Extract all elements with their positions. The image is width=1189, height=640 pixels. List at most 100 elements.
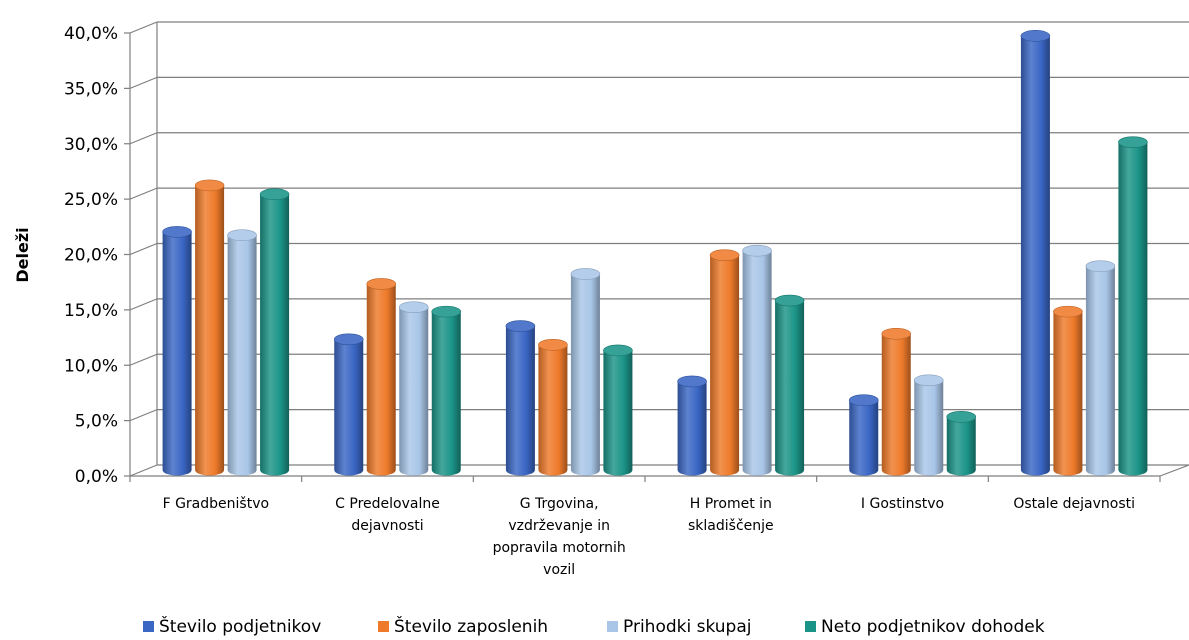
bar-top: [881, 327, 912, 340]
y-tick-label: 20,0%: [64, 246, 118, 266]
bar-top: [431, 305, 462, 318]
bar-body: [366, 283, 396, 476]
gridline-depth: [129, 132, 158, 145]
bar: [1020, 30, 1051, 476]
bar-body: [195, 185, 225, 476]
legend-item: Število zaposlenih: [378, 615, 548, 637]
bar: [913, 374, 944, 476]
x-tick-label: F Gradbeništvo: [163, 496, 269, 512]
bar-top: [1020, 30, 1051, 42]
bar-top: [570, 268, 601, 280]
gridline-depth: [129, 353, 158, 366]
bar: [1085, 260, 1116, 476]
bar: [742, 244, 772, 476]
gridline-depth: [129, 187, 158, 200]
bar-top: [1118, 136, 1148, 148]
bar: [709, 249, 740, 476]
bar-body: [603, 350, 633, 476]
bar: [162, 226, 192, 476]
y-tick-label: 15,0%: [64, 301, 118, 321]
x-tick-label: Ostale dejavnosti: [1013, 496, 1135, 512]
bar-body: [1085, 266, 1115, 476]
bar-body: [334, 339, 364, 476]
y-tick-label: 35,0%: [64, 79, 118, 99]
legend-label: Število zaposlenih: [394, 615, 548, 637]
bar-top: [505, 320, 536, 332]
bar-top: [1085, 260, 1116, 273]
y-axis-title: Deleži: [13, 227, 32, 282]
bar: [366, 278, 397, 476]
bar-top: [677, 375, 707, 388]
gridline-depth: [129, 242, 158, 256]
bar-top: [333, 333, 364, 346]
bar-body: [1118, 142, 1148, 476]
gridline-depth: [129, 21, 158, 34]
bar-body: [742, 250, 772, 476]
bar-body: [914, 380, 944, 476]
bar: [538, 339, 568, 476]
y-tick-label: 10,0%: [64, 356, 118, 376]
bar-body: [946, 416, 976, 476]
bar-body: [570, 273, 600, 476]
bar: [677, 375, 707, 476]
legend-swatch: [143, 621, 154, 632]
bar-top: [398, 301, 429, 313]
bar-top: [848, 394, 879, 407]
bar-body: [162, 231, 192, 476]
legend: Število podjetnikov Število zaposlenih Pri…: [143, 615, 1045, 637]
bar: [398, 301, 429, 476]
bar: [431, 305, 462, 476]
bar-top: [946, 411, 977, 423]
gridline-depth: [129, 298, 158, 311]
bar: [1053, 305, 1083, 476]
legend-swatch: [805, 621, 816, 632]
bar: [1118, 136, 1148, 476]
bar: [946, 411, 977, 476]
bar-top: [366, 278, 397, 290]
legend-label: Prihodki skupaj: [623, 617, 752, 637]
bar-body: [538, 344, 568, 476]
bar-top: [603, 344, 633, 357]
gridline-depth: [129, 76, 158, 89]
bar: [259, 188, 290, 476]
bar-body: [399, 307, 429, 476]
bar: [881, 327, 912, 476]
bar-body: [505, 326, 535, 476]
bar-top: [538, 339, 568, 351]
bar-body: [677, 381, 707, 476]
floor-right-edge: [1159, 464, 1189, 477]
gridline-depth: [129, 409, 158, 422]
x-tick-label: I Gostinstvo: [861, 496, 944, 512]
bar: [603, 344, 633, 476]
bar: [194, 179, 225, 476]
bar: [227, 229, 257, 476]
legend-label: Neto podjetnikov dohodek: [821, 617, 1045, 637]
x-tick-label: G Trgovina, vzdrževanje in popravila motor…: [493, 496, 626, 578]
bar-top: [774, 294, 805, 307]
bar-top: [913, 374, 944, 387]
y-axis: 0,0% 5,0% 10,0% 15,0% 20,0% 25,0% 30,0% 35,0% 40…: [64, 24, 130, 487]
bar-top: [194, 179, 225, 192]
y-tick-label: 25,0%: [64, 190, 118, 210]
bar-body: [881, 333, 911, 476]
bar-body: [849, 400, 879, 476]
bars: [162, 30, 1148, 476]
legend-item: Prihodki skupaj: [607, 617, 752, 637]
legend-swatch: [607, 621, 618, 632]
bar-body: [710, 255, 740, 476]
y-tick-label: 5,0%: [75, 412, 118, 432]
x-axis: F Gradbeništvo C Predelovalne dejavnosti G …: [129, 476, 1161, 578]
bar-top: [259, 188, 290, 201]
bar: [848, 394, 879, 476]
legend-item: Število podjetnikov: [143, 615, 321, 637]
bar: [333, 333, 364, 476]
bar-top: [162, 226, 192, 238]
legend-label: Število podjetnikov: [159, 615, 321, 637]
y-tick-label: 40,0%: [64, 24, 118, 44]
bar-body: [227, 235, 257, 476]
y-tick-label: 0,0%: [75, 467, 118, 487]
bar: [505, 320, 536, 476]
legend-item: Neto podjetnikov dohodek: [805, 617, 1045, 637]
